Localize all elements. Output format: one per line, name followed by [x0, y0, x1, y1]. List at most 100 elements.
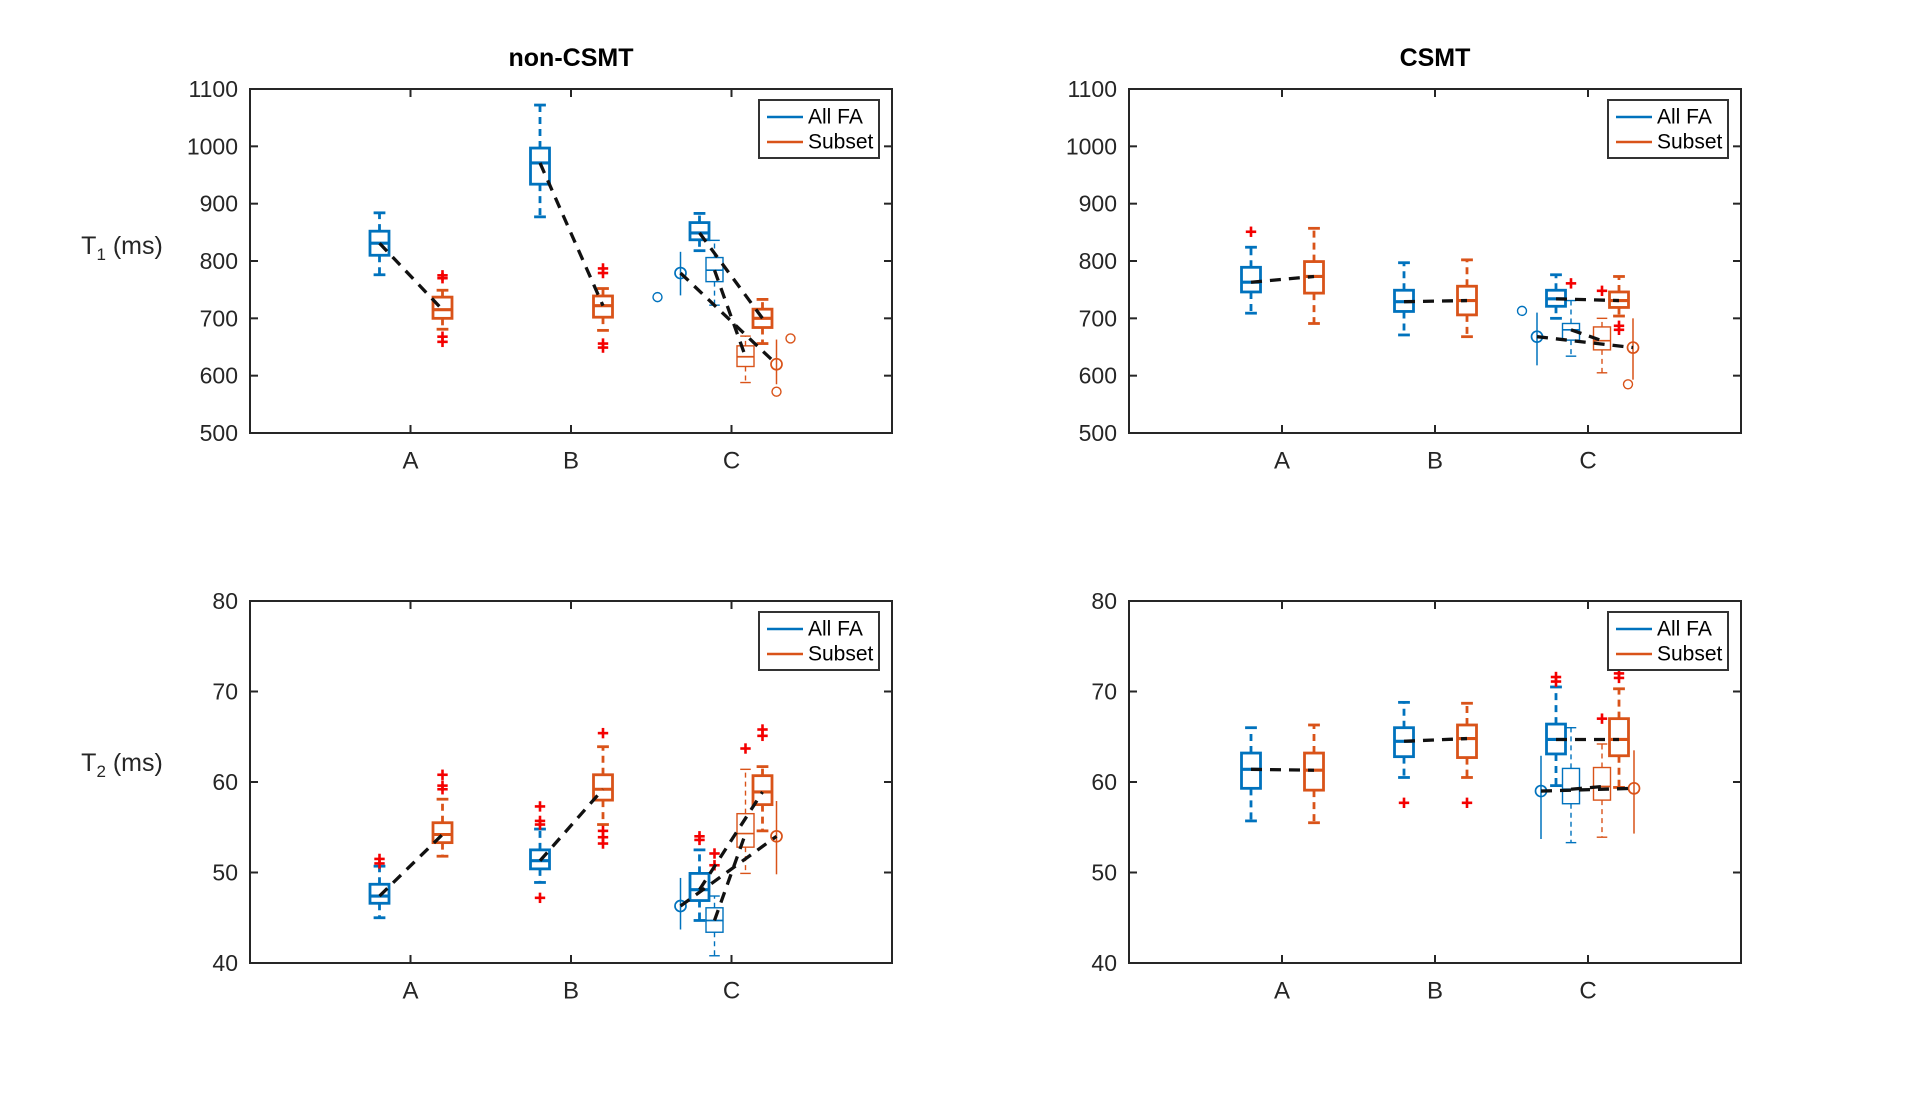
- box-B-subset-bold: [1456, 258, 1478, 339]
- x-category-label: B: [1427, 448, 1443, 475]
- y-tick-label: 700: [200, 305, 238, 331]
- iqr-box: [368, 882, 391, 905]
- box-B-subset-bold: [592, 727, 614, 849]
- legend-entry-subset: Subset: [1616, 131, 1723, 154]
- axes-frame: 40 50 60 70 80 A B C: [212, 588, 893, 1005]
- y-axis-label-t2-unit: (ms): [105, 749, 163, 777]
- y-tick-label: 80: [1091, 588, 1117, 614]
- outlier-circle-marker: [1516, 305, 1528, 317]
- pair-connector: [712, 833, 748, 922]
- pair-connector: [538, 788, 605, 862]
- iqr-box: [431, 821, 454, 845]
- legend-label: All FA: [1657, 106, 1712, 129]
- box-C-subset-bold: [1608, 275, 1630, 335]
- box-C-subset-thin: [736, 743, 755, 875]
- box-C-subset-thin: [736, 335, 755, 384]
- iqr-box: [529, 146, 551, 186]
- y-tick-label: 40: [1091, 950, 1117, 976]
- pair-connector: [679, 834, 778, 908]
- legend-box: [1607, 611, 1729, 671]
- legend-entry-all_fa: All FA: [767, 618, 863, 641]
- outlier-plus-marker: [437, 769, 448, 780]
- outlier-plus-marker: [437, 336, 448, 348]
- outlier-plus-marker: [757, 730, 768, 742]
- pair-connector: [1250, 274, 1315, 284]
- x-category-label: B: [563, 448, 579, 475]
- outlier-plus-marker: [597, 838, 609, 849]
- pair-connector: [698, 231, 764, 320]
- pair-connector: [1570, 328, 1603, 343]
- y-tick-label: 1000: [187, 133, 238, 159]
- outlier-plus-marker: [1398, 797, 1410, 809]
- y-tick-label: 600: [200, 363, 238, 389]
- pair-connector: [1536, 335, 1634, 350]
- y-axis-label-t2-base: T: [81, 749, 97, 777]
- outlier-plus-marker: [437, 784, 448, 795]
- box-C-subset-thin: [1592, 713, 1612, 838]
- range-line-C-subset: [1622, 318, 1640, 390]
- y-tick-label: 80: [212, 588, 238, 614]
- outlier-plus-marker: [1613, 324, 1625, 335]
- range-line-C-all_fa: [652, 251, 687, 303]
- outlier-plus-marker: [374, 858, 385, 869]
- x-category-label: C: [1579, 448, 1596, 475]
- pair-connector: [1570, 784, 1603, 791]
- outlier-plus-marker: [597, 727, 609, 739]
- outlier-plus-marker: [534, 801, 546, 812]
- box-C-subset-bold: [1608, 668, 1630, 789]
- pair-connector: [1540, 786, 1635, 793]
- y-tick-label: 900: [1079, 191, 1117, 217]
- y-tick-label: 50: [212, 860, 238, 886]
- median-circle: [770, 829, 783, 843]
- pair-connectors: [1250, 736, 1635, 793]
- iqr-box: [688, 872, 711, 902]
- legend-entry-all_fa: All FA: [1616, 618, 1712, 641]
- iqr-box: [1592, 766, 1612, 801]
- outlier-plus-marker: [1596, 285, 1608, 297]
- y-axis-label-t1-sub: 1: [96, 245, 106, 264]
- pair-connector: [1403, 298, 1468, 304]
- x-category-label: C: [1579, 978, 1596, 1005]
- y-tick-label: 70: [212, 679, 238, 705]
- legend-entry-subset: Subset: [767, 643, 874, 666]
- y-tick-label: 60: [1091, 769, 1117, 795]
- axes-frame: 40 50 60 70 80 A B C: [1091, 588, 1742, 1005]
- outlier-circle-marker: [652, 291, 663, 303]
- pair-connector: [378, 242, 444, 311]
- y-tick-label: 900: [200, 191, 238, 217]
- box-B-subset-bold: [1456, 701, 1478, 809]
- pair-connector: [698, 791, 764, 891]
- y-tick-label: 500: [1079, 420, 1117, 446]
- iqr-box: [592, 773, 614, 802]
- y-tick-label: 1100: [1068, 76, 1117, 102]
- pair-connector: [712, 269, 748, 358]
- legend-box: [758, 99, 880, 159]
- legend-entry-all_fa: All FA: [767, 106, 863, 129]
- legend-label: All FA: [1657, 618, 1712, 641]
- box-B-all_fa-bold: [1393, 700, 1415, 809]
- y-axis-label-t2-sub: 2: [96, 762, 106, 781]
- box-A-subset-bold: [431, 769, 454, 858]
- pair-connector: [538, 162, 605, 307]
- outlier-plus-marker: [694, 834, 705, 846]
- pair-connector: [1555, 297, 1620, 303]
- outlier-plus-marker: [534, 819, 546, 830]
- x-category-label: C: [723, 448, 740, 475]
- box-A-all_fa-bold: [1240, 726, 1262, 823]
- median-circle: [770, 357, 783, 371]
- range-line-C-all_fa: [674, 877, 687, 930]
- subplot-title-non-csmt: non-CSMT: [508, 44, 634, 72]
- y-tick-label: 60: [212, 769, 238, 795]
- x-category-label: A: [1274, 978, 1290, 1005]
- y-tick-label: 500: [200, 420, 238, 446]
- pair-connector: [1403, 736, 1468, 743]
- legend-label: All FA: [808, 106, 863, 129]
- median-circle: [1627, 781, 1641, 795]
- outlier-plus-marker: [597, 342, 609, 353]
